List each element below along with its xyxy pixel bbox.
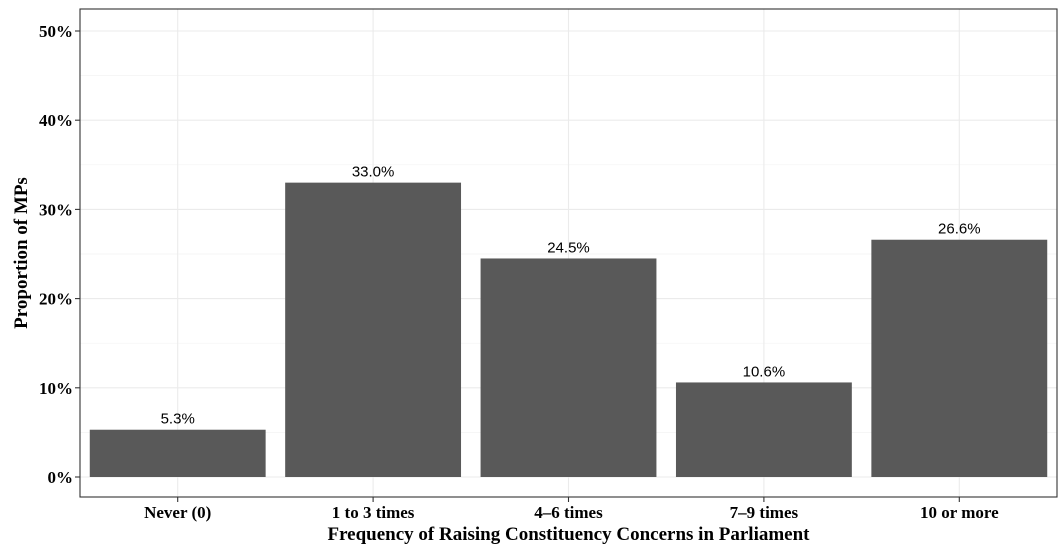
x-tick-label: 1 to 3 times <box>332 503 415 522</box>
bar <box>285 182 462 477</box>
bars <box>89 182 1048 477</box>
y-tick-label: 10% <box>39 379 73 398</box>
x-tick-label: 7–9 times <box>730 503 799 522</box>
y-tick-label: 20% <box>39 290 73 309</box>
bar <box>480 258 657 477</box>
data-label: 24.5% <box>547 239 590 256</box>
bar <box>89 429 266 477</box>
y-tick-label: 40% <box>39 111 73 130</box>
y-axis: 0% 10% 20% 30% 40% 50% <box>39 22 80 487</box>
data-label: 26.6% <box>938 221 981 238</box>
x-tick-label: 10 or more <box>920 503 999 522</box>
bar <box>675 382 852 477</box>
y-axis-title: Proportion of MPs <box>11 177 32 329</box>
x-tick-label: 4–6 times <box>534 503 603 522</box>
data-label: 10.6% <box>743 363 786 380</box>
y-tick-label: 30% <box>39 200 73 219</box>
data-labels: 5.3% 33.0% 24.5% 10.6% 26.6% <box>161 164 981 428</box>
data-label: 5.3% <box>161 411 195 428</box>
y-tick-label: 0% <box>48 468 74 487</box>
x-axis-title: Frequency of Raising Constituency Concer… <box>327 524 810 545</box>
data-label: 33.0% <box>352 164 395 181</box>
bar <box>871 239 1048 477</box>
x-tick-label: Never (0) <box>144 503 211 522</box>
y-tick-label: 50% <box>39 22 73 41</box>
x-axis: Never (0) 1 to 3 times 4–6 times 7–9 times 1… <box>144 497 999 522</box>
